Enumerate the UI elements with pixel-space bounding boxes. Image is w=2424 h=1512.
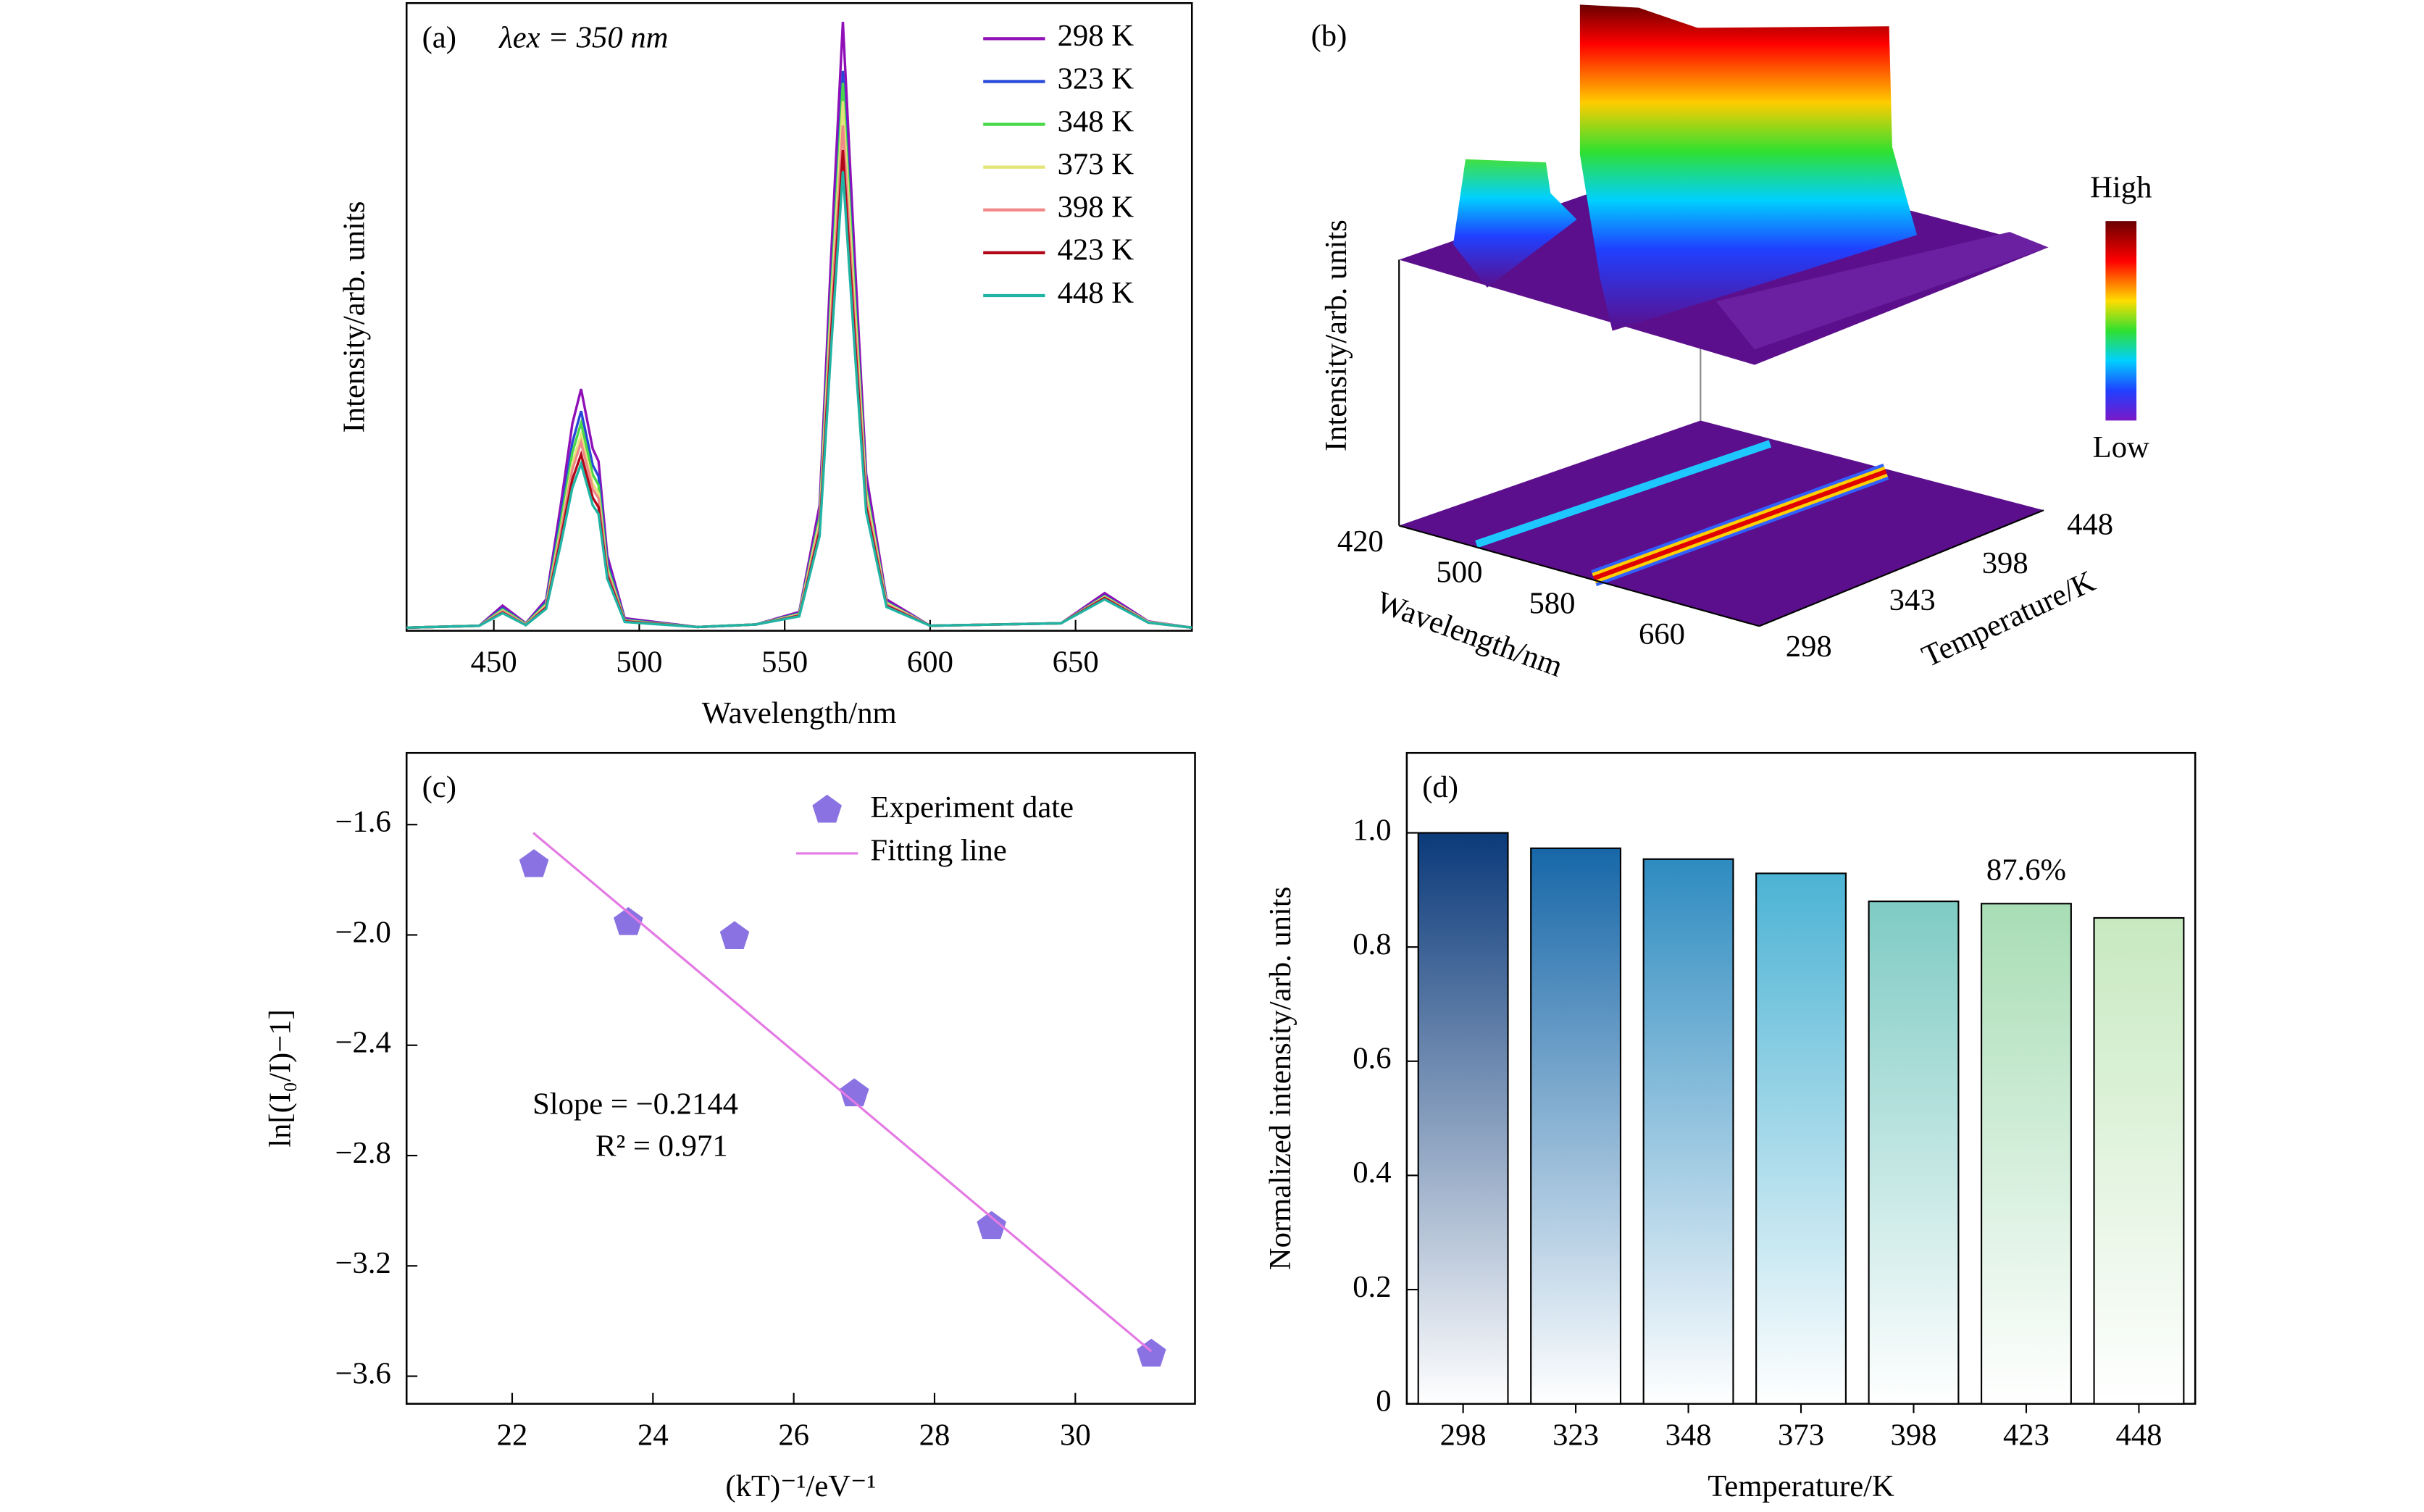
z-axis-label: Intensity/arb. units bbox=[1319, 220, 1353, 451]
legend-label: 398 K bbox=[1058, 191, 1134, 225]
axis-edge bbox=[1759, 509, 2044, 627]
x-tick-label: 323 bbox=[1552, 1418, 1599, 1452]
panel-label: (b) bbox=[1311, 19, 1347, 53]
y-tick-label: −2.0 bbox=[335, 915, 390, 949]
y-tick-label: 0.8 bbox=[1353, 927, 1391, 961]
bar bbox=[1530, 847, 1622, 1405]
x-tick-label: 28 bbox=[919, 1418, 950, 1452]
x-tick-label: 500 bbox=[1436, 556, 1482, 590]
bar bbox=[2093, 916, 2185, 1405]
annotation: λex = 350 nm bbox=[498, 20, 668, 54]
plot-frame bbox=[405, 1, 1193, 632]
colorbar bbox=[2105, 221, 2137, 421]
legend-label: Fitting line bbox=[870, 834, 1006, 868]
x-axis-label: Wavelength/nm bbox=[702, 696, 897, 730]
x-tick-label: 348 bbox=[1666, 1418, 1712, 1452]
y-tick-label: −2.8 bbox=[335, 1136, 390, 1170]
data-point bbox=[719, 921, 750, 950]
y-axis-label: ln[(I₀/I)−1] bbox=[263, 1009, 297, 1148]
legend-label: 348 K bbox=[1058, 104, 1134, 138]
legend-label: 448 K bbox=[1058, 276, 1134, 310]
panel-label: (c) bbox=[422, 770, 456, 804]
y-tick-label: 0.2 bbox=[1353, 1270, 1391, 1304]
legend-label: Experiment date bbox=[870, 790, 1074, 824]
x-tick-label: 500 bbox=[616, 645, 662, 679]
bar bbox=[1981, 903, 2072, 1405]
x-tick-label: 450 bbox=[471, 645, 517, 679]
legend-swatch bbox=[812, 794, 842, 823]
value-label: 87.6% bbox=[1986, 853, 2066, 887]
floor-stripe bbox=[1592, 469, 1887, 581]
x-tick-label: 24 bbox=[638, 1418, 669, 1452]
data-point bbox=[519, 849, 549, 877]
annotation: R² = 0.971 bbox=[595, 1129, 728, 1163]
legend-label: 323 K bbox=[1058, 62, 1134, 96]
x-tick-label: 580 bbox=[1529, 586, 1575, 620]
y-tick-label: 398 bbox=[1982, 546, 2028, 580]
x-tick-label: 420 bbox=[1337, 525, 1384, 559]
x-tick-label: 22 bbox=[497, 1418, 528, 1452]
colorbar-label: High bbox=[2090, 170, 2152, 204]
y-tick-label: −1.6 bbox=[335, 805, 390, 839]
legend-label: 373 K bbox=[1058, 147, 1134, 181]
y-tick-label: −2.4 bbox=[335, 1026, 390, 1060]
data-point bbox=[614, 907, 643, 935]
x-tick-label: 398 bbox=[1891, 1418, 1937, 1452]
axis-edge bbox=[1398, 525, 1760, 627]
y-tick-label: −3.2 bbox=[335, 1246, 390, 1280]
x-tick-label: 448 bbox=[2115, 1418, 2162, 1452]
y-axis-label: Intensity/arb. units bbox=[338, 201, 372, 433]
plot-frame bbox=[405, 751, 1196, 1405]
surface-ridge bbox=[1453, 159, 1577, 288]
x-axis-label: Temperature/K bbox=[1708, 1469, 1894, 1503]
data-point bbox=[977, 1211, 1007, 1240]
bar bbox=[1642, 858, 1734, 1405]
x-tick-label: 423 bbox=[2003, 1418, 2049, 1452]
x-tick-label: 298 bbox=[1440, 1418, 1487, 1452]
y-tick-label: 343 bbox=[1889, 583, 1936, 617]
y-tick-label: 0 bbox=[1376, 1384, 1391, 1418]
floor-stripe bbox=[1475, 440, 1772, 548]
y-tick-label: 448 bbox=[2067, 507, 2113, 541]
x-tick-label: 373 bbox=[1778, 1418, 1824, 1452]
surface-ridge bbox=[1715, 232, 2049, 350]
y-tick-label: 1.0 bbox=[1353, 813, 1391, 847]
bar bbox=[1868, 901, 1960, 1405]
y-tick-label: −3.6 bbox=[335, 1356, 390, 1390]
panel-label: (d) bbox=[1422, 770, 1458, 804]
legend-label: 423 K bbox=[1058, 233, 1134, 267]
fit-line bbox=[532, 832, 1153, 1353]
x-tick-label: 26 bbox=[778, 1418, 809, 1452]
surface-ridge bbox=[1579, 4, 1918, 331]
y-tick-label: 298 bbox=[1786, 630, 1832, 664]
bar bbox=[1755, 872, 1847, 1405]
x-axis-label: (kT)⁻¹/eV⁻¹ bbox=[725, 1469, 876, 1503]
data-point bbox=[839, 1078, 869, 1107]
panel-label: (a) bbox=[422, 20, 456, 54]
colorbar-label: Low bbox=[2093, 430, 2149, 464]
x-tick-label: 600 bbox=[907, 645, 953, 679]
x-tick-label: 650 bbox=[1053, 645, 1099, 679]
annotation: Slope = −0.2144 bbox=[532, 1087, 738, 1122]
x-tick-label: 660 bbox=[1639, 617, 1685, 651]
spectrum-line bbox=[406, 171, 1192, 630]
x-tick-label: 550 bbox=[761, 645, 808, 679]
y-axis-label: Normalized intensity/arb. units bbox=[1263, 887, 1297, 1271]
bar bbox=[1417, 832, 1509, 1405]
y-tick-label: 0.4 bbox=[1353, 1156, 1391, 1190]
legend-label: 298 K bbox=[1058, 19, 1134, 53]
x-tick-label: 30 bbox=[1060, 1418, 1091, 1452]
y-tick-label: 0.6 bbox=[1353, 1042, 1391, 1076]
y-axis-label: Temperature/K bbox=[1917, 564, 2100, 674]
